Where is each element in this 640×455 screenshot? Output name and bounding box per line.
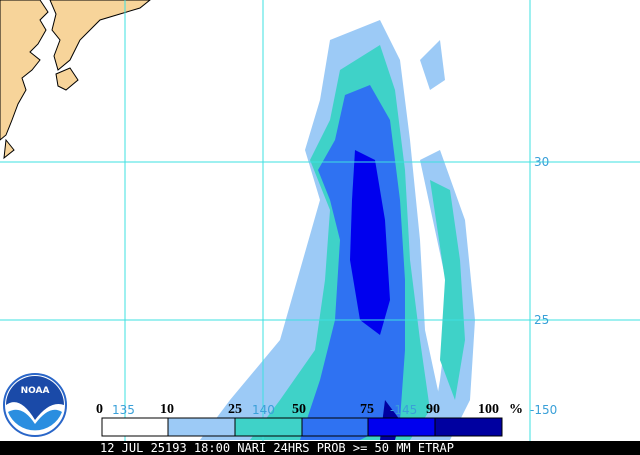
legend-swatch — [434, 417, 503, 437]
longitude-label: -145 — [390, 403, 417, 417]
legend-label: 0 — [96, 402, 103, 417]
noaa-logo: NOAA — [3, 373, 67, 437]
longitude-label: -150 — [530, 403, 557, 417]
logo-text: NOAA — [21, 386, 50, 396]
legend-label: 25 — [228, 402, 242, 417]
legend-swatch — [301, 417, 369, 437]
legend-label: 100 — [478, 402, 499, 417]
latitude-label: 25 — [534, 313, 549, 327]
land — [3, 138, 15, 160]
legend-label: 50 — [292, 402, 306, 417]
legend-label: 90 — [426, 402, 440, 417]
logo-bottom — [8, 409, 62, 431]
grid — [0, 0, 640, 441]
land — [0, 0, 49, 141]
land — [49, 0, 151, 71]
longitude-label: 140 — [252, 403, 275, 417]
legend-label: 10 — [160, 402, 174, 417]
legend-swatch — [234, 417, 303, 437]
legend-swatch — [101, 417, 169, 437]
legend-swatch — [167, 417, 236, 437]
legend: 0 10 25 50 75 90 100 % — [96, 402, 523, 437]
latitude-label: 30 — [534, 155, 549, 169]
footer-bar — [0, 441, 640, 455]
footer-text: 12 JUL 25193 18:00 NARI 24HRS PROB >= 50… — [100, 441, 454, 455]
longitude-label: 135 — [112, 403, 135, 417]
legend-unit: % — [509, 402, 523, 417]
legend-swatch — [367, 417, 436, 437]
legend-label: 75 — [360, 402, 374, 417]
land — [55, 67, 79, 91]
precip-area — [200, 20, 475, 440]
logo-top — [6, 376, 64, 420]
